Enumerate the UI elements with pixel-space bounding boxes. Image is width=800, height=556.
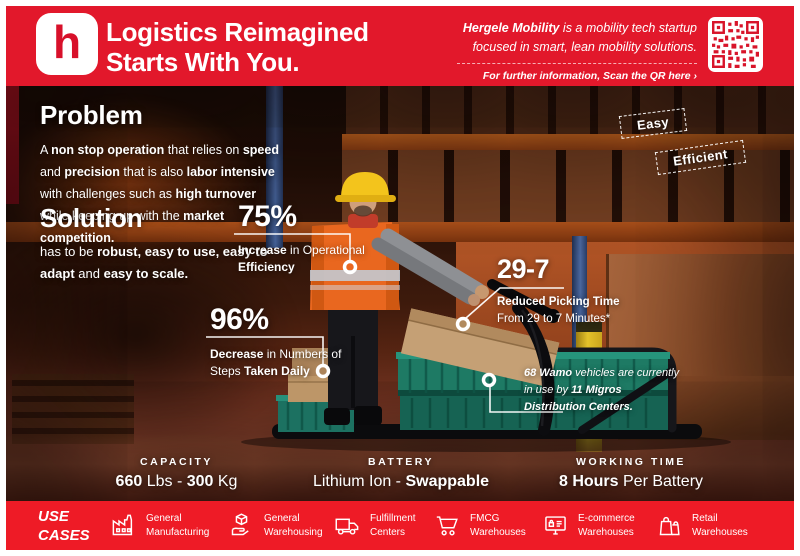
stat-efficiency-value: 75%: [238, 200, 297, 233]
qr-pattern: [712, 21, 759, 68]
spec-capacity-label: CAPACITY: [140, 456, 213, 468]
spec-battery-value: Lithium Ion - Swappable: [312, 473, 490, 490]
usecase-label: General Manufacturing: [146, 512, 210, 538]
usecase-label: Retail Warehouses: [692, 512, 748, 538]
usecases-bar: USE CASES General Manufacturing General Wa…: [6, 501, 794, 550]
usecase-label: E-commerce Warehouses: [578, 512, 635, 538]
usecase-item-fmcg: FMCG Warehouses: [434, 501, 526, 550]
usecase-item-manufacturing: General Manufacturing: [110, 501, 209, 550]
deployment-note: 68 Wamo vehicles are currently in use by…: [524, 367, 680, 414]
dashed-divider: [457, 62, 697, 64]
stat-steps: 96% Decrease in Numbers of Steps Taken D…: [210, 303, 360, 381]
solution-body: has to be robust, easy to use, easy to a…: [40, 244, 268, 282]
solution-section: Solution has to be robust, easy to use, …: [40, 203, 280, 285]
usecase-label: FMCG Warehouses: [470, 512, 526, 538]
usecase-item-retail: Retail Warehouses: [656, 501, 748, 550]
usecases-title: USE CASES: [38, 508, 90, 544]
ecommerce-monitor-icon: [545, 516, 566, 535]
problem-section: Problem A non stop operation that relies…: [40, 100, 280, 249]
usecase-label: Fulfillment Centers: [370, 512, 416, 538]
spec-battery: BATTERY Lithium Ion - Swappable: [306, 456, 496, 491]
spec-capacity-value: 660 Lbs - 300 Kg: [115, 473, 238, 490]
spec-working-time-value: 8 Hours Per Battery: [558, 473, 704, 490]
stat-efficiency-label: Increase in Operational Efficiency: [238, 243, 365, 275]
shopping-cart-icon: [436, 516, 458, 536]
qr-code[interactable]: [708, 17, 763, 72]
about-text: Hergele Mobility is a mobility tech star…: [447, 19, 697, 84]
warehouse-photo: [6, 86, 794, 501]
spec-working-time: WORKING TIME 8 Hours Per Battery: [531, 456, 731, 491]
solution-heading: Solution: [40, 203, 143, 233]
poster-title: Logistics Reimagined Starts With You.: [106, 17, 369, 78]
stat-picking-label: Reduced Picking Time From 29 to 7 Minutes…: [497, 296, 620, 325]
usecase-label: General Warehousing: [264, 512, 323, 538]
hand-box-icon: [231, 513, 249, 536]
stat-steps-value: 96%: [210, 303, 269, 336]
usecase-item-warehousing: General Warehousing: [228, 501, 323, 550]
logo-letter: h: [52, 16, 82, 68]
brand-logo: h: [36, 13, 98, 75]
spec-capacity: CAPACITY 660 Lbs - 300 Kg: [94, 456, 259, 491]
qr-caption: For further information, Scan the QR her…: [482, 69, 697, 82]
about-line1: Hergele Mobility is a mobility tech star…: [462, 21, 697, 35]
spec-battery-label: BATTERY: [368, 456, 434, 468]
usecase-item-fulfillment: Fulfillment Centers: [334, 501, 416, 550]
shopping-bag-icon: [659, 516, 680, 536]
stat-efficiency: 75% Increase in Operational Efficiency: [238, 200, 373, 277]
usecase-item-ecommerce: E-commerce Warehouses: [542, 501, 635, 550]
title-line2: Starts With You.: [106, 47, 300, 78]
stat-picking-time: 29-7 Reduced Picking Time From 29 to 7 Mi…: [497, 254, 657, 327]
infographic-poster: h Logistics Reimagined Starts With You. …: [6, 6, 794, 550]
stat-picking-value: 29-7: [497, 254, 550, 284]
problem-body: A non stop operation that relies on spee…: [40, 143, 279, 245]
spec-working-time-label: WORKING TIME: [576, 456, 686, 468]
header-bar: h Logistics Reimagined Starts With You. …: [6, 6, 794, 86]
factory-icon: [112, 514, 133, 536]
about-line2: focused in smart, lean mobility solution…: [472, 39, 697, 54]
problem-heading: Problem: [40, 100, 143, 130]
delivery-truck-icon: [335, 518, 359, 535]
stat-steps-label: Decrease in Numbers of Steps Taken Daily: [210, 347, 342, 379]
title-line1: Logistics Reimagined: [106, 17, 369, 47]
